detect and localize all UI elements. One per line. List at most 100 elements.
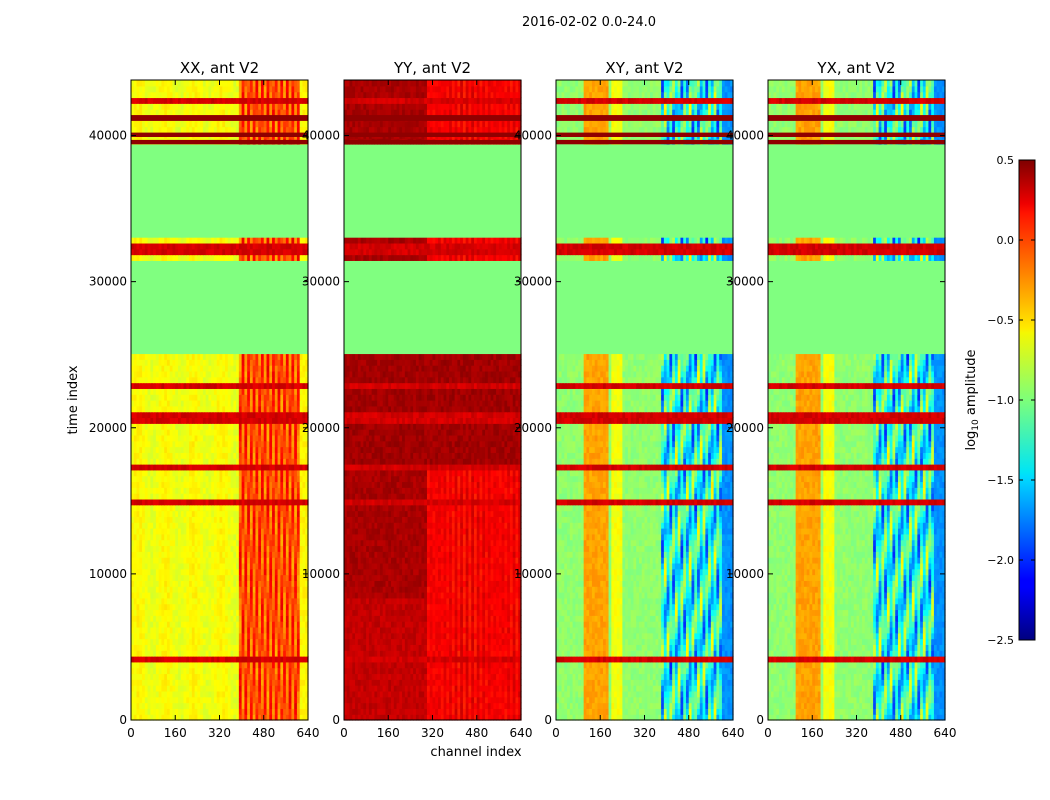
heatmap-cell <box>166 580 171 587</box>
heatmap-cell <box>144 702 149 709</box>
heatmap-cell <box>236 452 240 459</box>
heatmap-cell <box>194 708 198 715</box>
heatmap-cell <box>155 481 160 488</box>
heatmap-cell <box>277 551 281 558</box>
heatmap-cell <box>131 615 135 622</box>
heatmap-cell <box>202 580 207 587</box>
heatmap-cell <box>200 656 204 663</box>
heatmap-cell <box>291 656 295 663</box>
heatmap-cell <box>260 487 265 494</box>
heatmap-cell <box>277 446 281 453</box>
heatmap-cell <box>175 562 179 570</box>
heatmap-cell <box>222 667 226 675</box>
heatmap-cell <box>266 708 270 715</box>
heatmap-cell <box>169 545 174 552</box>
heatmap-cell <box>241 673 245 680</box>
heatmap-cell <box>175 638 179 645</box>
heatmap-cell <box>175 644 179 651</box>
heatmap-cell <box>186 493 190 500</box>
heatmap-cell <box>186 522 190 529</box>
heatmap-cell <box>219 568 223 576</box>
heatmap-cell <box>144 714 149 721</box>
heatmap-cell <box>225 464 229 471</box>
heatmap-cell <box>158 650 163 657</box>
heatmap-cell <box>299 574 304 581</box>
heatmap-cell <box>258 621 262 628</box>
heatmap-cell <box>191 557 196 564</box>
heatmap-cell <box>305 545 309 552</box>
heatmap-cell <box>260 621 265 628</box>
heatmap-cell <box>191 475 196 483</box>
heatmap-cell <box>189 493 193 500</box>
heatmap-cell <box>183 626 187 634</box>
heatmap-cell <box>288 650 293 657</box>
heatmap-cell <box>222 562 226 570</box>
heatmap-cell <box>197 586 201 593</box>
heatmap-cell <box>153 597 157 605</box>
heatmap-cell <box>277 545 281 552</box>
heatmap-cell <box>244 498 248 506</box>
heatmap-cell <box>260 696 265 704</box>
heatmap-cell <box>291 498 295 506</box>
heatmap-cell <box>219 621 223 628</box>
heatmap-cell <box>183 690 187 698</box>
heatmap-cell <box>274 661 279 669</box>
heatmap-cell <box>233 597 237 605</box>
heatmap-cell <box>252 545 257 552</box>
heatmap-cell <box>244 545 248 552</box>
heatmap-cell <box>189 609 193 616</box>
heatmap-cell <box>296 685 301 692</box>
heatmap-cell <box>180 487 185 494</box>
heatmap-cell <box>147 702 151 709</box>
heatmap-cell <box>155 452 160 459</box>
heatmap-cell <box>277 615 281 622</box>
heatmap-cell <box>288 644 293 651</box>
heatmap-cell <box>147 580 151 587</box>
heatmap-cell <box>211 504 215 512</box>
heatmap-cell <box>294 650 298 657</box>
heatmap-cell <box>247 597 251 605</box>
heatmap-cell <box>249 498 254 506</box>
heatmap-cell <box>131 656 135 663</box>
heatmap-cell <box>274 615 279 622</box>
heatmap-cell <box>205 638 210 645</box>
heatmap-cell <box>155 609 160 616</box>
heatmap-cell <box>205 632 210 640</box>
heatmap-cell <box>285 609 290 616</box>
heatmap-cell <box>247 685 251 692</box>
heatmap-cell <box>147 574 151 581</box>
heatmap-cell <box>222 621 226 628</box>
heatmap-cell <box>222 609 226 616</box>
heatmap-cell <box>263 644 268 651</box>
heatmap-cell <box>280 533 284 541</box>
heatmap-cell <box>233 650 237 657</box>
heatmap-cell <box>147 528 151 535</box>
heatmap-cell <box>244 481 248 488</box>
heatmap-cell <box>178 516 182 523</box>
heatmap-cell <box>244 464 248 471</box>
heatmap-cell <box>150 551 154 558</box>
heatmap-cell <box>216 568 221 576</box>
heatmap-cell <box>158 638 163 645</box>
heatmap-cell <box>236 528 240 535</box>
heatmap-cell <box>191 650 196 657</box>
heatmap-cell <box>180 446 185 453</box>
heatmap-cell <box>166 481 171 488</box>
heatmap-cell <box>305 685 309 692</box>
heatmap-row <box>131 347 308 355</box>
heatmap-cell <box>189 597 193 605</box>
heatmap-cell <box>186 568 190 576</box>
heatmap-cell <box>305 615 309 622</box>
heatmap-cell <box>169 696 174 704</box>
heatmap-cell <box>291 702 295 709</box>
heatmap-cell <box>169 487 174 494</box>
heatmap-cell <box>161 667 165 675</box>
heatmap-cell <box>296 528 301 535</box>
heatmap-cell <box>269 679 273 686</box>
heatmap-cell <box>164 574 168 581</box>
heatmap-cell <box>225 469 229 477</box>
heatmap-cell <box>291 510 295 517</box>
heatmap-cell <box>211 516 215 523</box>
heatmap-cell <box>241 574 245 581</box>
heatmap-cell <box>280 551 284 558</box>
